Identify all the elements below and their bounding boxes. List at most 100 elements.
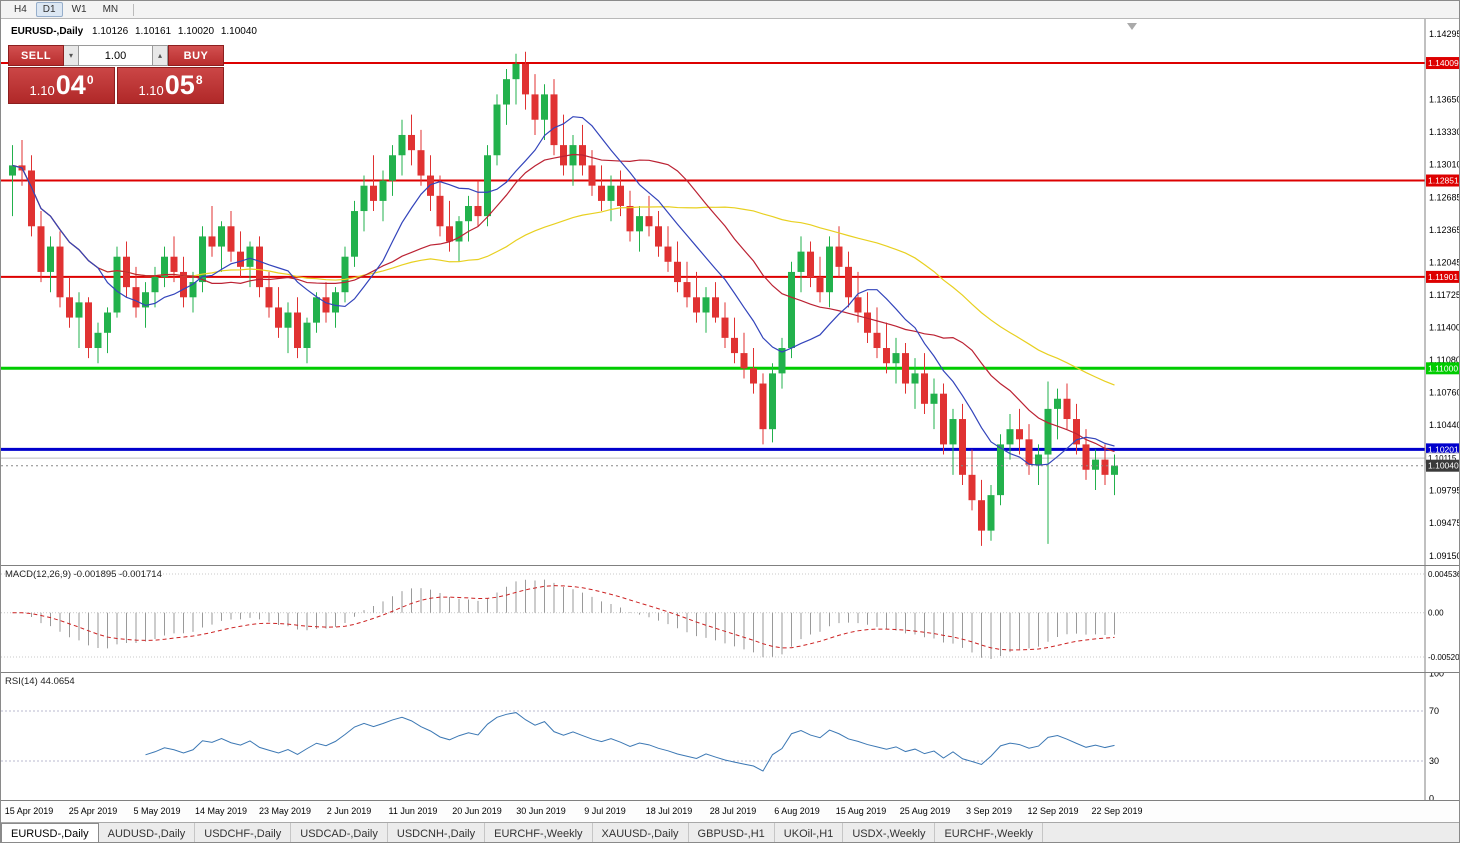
svg-text:1.10115: 1.10115 [1428, 454, 1457, 463]
svg-text:1.12685: 1.12685 [1429, 192, 1460, 202]
sell-price-pipette: 0 [86, 73, 94, 87]
buy-price-main: 05 [164, 70, 195, 100]
svg-text:1.10201: 1.10201 [1428, 444, 1459, 454]
volume-input[interactable]: 1.00 [79, 45, 153, 66]
buy-price-display[interactable]: 1.10 05 8 [117, 67, 224, 104]
svg-text:1.11725: 1.11725 [1429, 290, 1460, 300]
sell-button[interactable]: SELL [8, 45, 64, 66]
ohlc-high: 1.10161 [134, 26, 172, 37]
svg-text:1.13010: 1.13010 [1429, 159, 1460, 169]
symbol-tab[interactable]: AUDUSD-,Daily [98, 823, 196, 842]
svg-text:0.00: 0.00 [1428, 609, 1444, 618]
symbol-tab[interactable]: USDCNH-,Daily [387, 823, 486, 842]
rsi-chart: 100 70 30 0 [1, 673, 1444, 802]
date-label: 5 May 2019 [133, 806, 181, 816]
macd-chart: 0.004536 0.00 -0.005205 [1, 566, 1460, 672]
svg-text:1.10760: 1.10760 [1429, 388, 1460, 398]
date-label: 14 May 2019 [194, 806, 248, 816]
date-label: 3 Sep 2019 [965, 806, 1013, 816]
svg-text:1.09795: 1.09795 [1429, 486, 1460, 496]
timeframe-mn-button[interactable]: MN [102, 4, 119, 15]
svg-text:1.14009: 1.14009 [1428, 58, 1459, 68]
svg-text:1.13330: 1.13330 [1429, 127, 1460, 137]
rsi-indicator-panel[interactable]: 100 70 30 0 RSI(14) 44.0654 [1, 673, 1459, 802]
svg-text:1.12851: 1.12851 [1428, 176, 1459, 186]
svg-text:30: 30 [1429, 756, 1439, 766]
volume-decrease-button[interactable]: ▾ [64, 45, 79, 66]
svg-text:1.10040: 1.10040 [1428, 461, 1459, 471]
sell-price-display[interactable]: 1.10 04 0 [8, 67, 115, 104]
chart-tabs-bar: EURUSD-,Daily AUDUSD-,Daily USDCHF-,Daily U… [1, 823, 1459, 842]
date-label: 6 Aug 2019 [774, 806, 820, 816]
svg-text:0.004536: 0.004536 [1428, 570, 1460, 579]
svg-text:1.12365: 1.12365 [1429, 225, 1460, 235]
svg-text:1.14295: 1.14295 [1429, 29, 1460, 39]
timeframe-d1-button[interactable]: D1 [35, 2, 63, 17]
svg-text:-0.005205: -0.005205 [1428, 653, 1460, 662]
svg-text:0: 0 [1429, 794, 1434, 802]
date-label: 30 Jun 2019 [516, 806, 566, 816]
symbol-tab[interactable]: EURCHF-,Weekly [485, 823, 593, 842]
one-click-trading-panel: SELL ▾ 1.00 ▴ BUY 1.10 04 0 1.10 05 8 [8, 45, 224, 104]
date-label: 25 Apr 2019 [68, 806, 118, 816]
toolbar-separator [133, 3, 135, 16]
svg-text:1.10440: 1.10440 [1429, 420, 1460, 430]
date-label: 18 Jul 2019 [645, 806, 693, 816]
price-chart-panel[interactable]: 1.142951.139801.136501.133301.130101.126… [1, 19, 1460, 566]
svg-text:1.11000: 1.11000 [1428, 363, 1458, 373]
ohlc-open: 1.10126 [92, 26, 129, 37]
svg-text:1.13650: 1.13650 [1429, 94, 1460, 104]
chart-symbol-label: EURUSD-,Daily [11, 26, 84, 37]
ohlc-close: 1.10040 [220, 26, 257, 37]
symbol-tab[interactable]: GBPUSD-,H1 [688, 823, 775, 842]
symbol-tab[interactable]: USDCHF-,Daily [195, 823, 292, 842]
ohlc-low: 1.10020 [177, 26, 215, 37]
symbol-tab[interactable]: USDX-,Weekly [843, 823, 936, 842]
date-label: 15 Apr 2019 [4, 806, 54, 816]
buy-price-prefix: 1.10 [138, 82, 164, 98]
date-label: 22 Sep 2019 [1091, 806, 1143, 816]
date-label: 23 May 2019 [258, 806, 312, 816]
buy-price-pipette: 8 [195, 73, 203, 87]
macd-label: MACD(12,26,9) -0.001895 -0.001714 [5, 569, 162, 580]
trade-controls-row: SELL ▾ 1.00 ▴ BUY [8, 45, 224, 66]
symbol-tab[interactable]: EURCHF-,Weekly [935, 823, 1043, 842]
date-label: 9 Jul 2019 [584, 806, 626, 816]
date-label: 11 Jun 2019 [388, 806, 438, 816]
sell-price-main: 04 [55, 70, 86, 100]
rsi-label: RSI(14) 44.0654 [5, 676, 75, 687]
sell-price-prefix: 1.10 [29, 82, 55, 98]
date-label: 12 Sep 2019 [1027, 806, 1079, 816]
timeframe-w1-button[interactable]: W1 [71, 4, 87, 15]
date-label: 15 Aug 2019 [835, 806, 887, 816]
buy-button[interactable]: BUY [168, 45, 224, 66]
svg-text:1.11400: 1.11400 [1429, 323, 1460, 333]
volume-increase-button[interactable]: ▴ [153, 45, 168, 66]
svg-text:1.11080: 1.11080 [1429, 355, 1460, 365]
svg-text:1.09475: 1.09475 [1429, 518, 1460, 528]
symbol-tab[interactable]: XAUUSD-,Daily [592, 823, 689, 842]
chevron-down-icon: ▾ [68, 51, 73, 60]
timeframe-h4-button[interactable]: H4 [14, 4, 27, 15]
svg-text:1.12045: 1.12045 [1429, 257, 1460, 267]
symbol-tab[interactable]: USDCAD-,Daily [291, 823, 388, 842]
date-label: 28 Jul 2019 [709, 806, 757, 816]
symbol-tab[interactable]: EURUSD-,Daily [1, 823, 99, 842]
svg-text:70: 70 [1429, 706, 1439, 716]
svg-text:1.11901: 1.11901 [1428, 272, 1458, 282]
date-label: 2 Jun 2019 [326, 806, 372, 816]
timeframe-toolbar: H4 D1 W1 MN [1, 1, 1459, 19]
chevron-up-icon: ▴ [157, 51, 162, 60]
candlestick-chart[interactable]: 1.142951.139801.136501.133301.130101.126… [1, 19, 1460, 566]
svg-text:100: 100 [1429, 673, 1444, 679]
date-label: 20 Jun 2019 [452, 806, 502, 816]
date-label: 25 Aug 2019 [899, 806, 951, 816]
chart-ohlc-header: EURUSD-,Daily 1.10126 1.10161 1.10020 1.… [11, 26, 261, 37]
symbol-tab[interactable]: UKOil-,H1 [774, 823, 844, 842]
time-axis: 15 Apr 2019 25 Apr 2019 5 May 2019 14 May 2… [1, 801, 1459, 823]
macd-indicator-panel[interactable]: 0.004536 0.00 -0.005205 MACD(12,26,9) -0.0… [1, 566, 1460, 673]
trade-prices-row: 1.10 04 0 1.10 05 8 [8, 67, 224, 104]
timeframe-button-group: H4 D1 W1 MN [7, 2, 125, 17]
svg-text:1.09150: 1.09150 [1429, 551, 1460, 561]
